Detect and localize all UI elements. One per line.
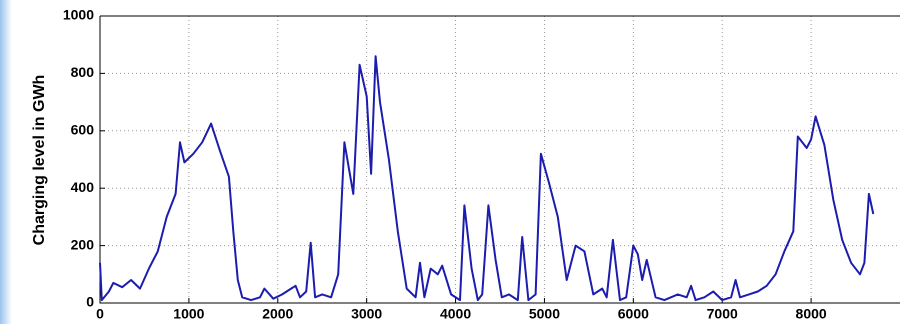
y-tick-label: 200 bbox=[71, 236, 95, 252]
x-tick-label: 1000 bbox=[173, 306, 204, 322]
y-tick-label: 1000 bbox=[63, 7, 94, 23]
x-tick-label: 6000 bbox=[618, 306, 649, 322]
y-tick-label: 0 bbox=[86, 294, 94, 310]
x-tick-label: 8000 bbox=[796, 306, 827, 322]
x-tick-label: 4000 bbox=[440, 306, 471, 322]
y-tick-label: 400 bbox=[71, 179, 95, 195]
x-tick-label: 0 bbox=[96, 306, 104, 322]
x-tick-label: 2000 bbox=[262, 306, 293, 322]
x-tick-label: 5000 bbox=[529, 306, 560, 322]
y-tick-label: 800 bbox=[71, 64, 95, 80]
y-axis-label: Charging level in GWh bbox=[31, 75, 48, 246]
window-edge bbox=[0, 0, 12, 324]
data-line bbox=[99, 55, 875, 302]
y-tick-label: 600 bbox=[71, 122, 95, 138]
plot-area bbox=[100, 16, 900, 303]
axis-frame bbox=[99, 15, 900, 304]
x-tick-label: 7000 bbox=[707, 306, 738, 322]
x-tick-label: 3000 bbox=[351, 306, 382, 322]
